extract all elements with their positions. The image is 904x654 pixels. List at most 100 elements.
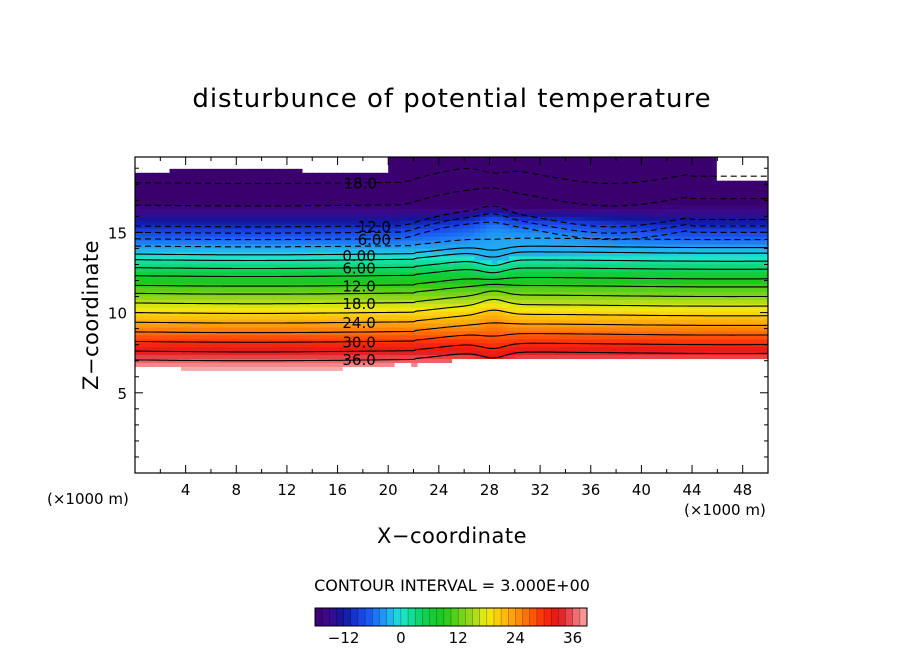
field-cell (158, 196, 165, 202)
field-cell (698, 283, 706, 288)
field-cell (520, 318, 527, 324)
field-cell (290, 232, 297, 237)
field-cell (566, 338, 573, 344)
field-cell (635, 318, 642, 324)
field-cell (267, 287, 274, 292)
field-cell (635, 346, 642, 352)
field-cell (296, 204, 303, 209)
field-cell (589, 279, 596, 284)
field-cell (595, 279, 602, 284)
field-cell (273, 216, 280, 221)
field-cell (215, 216, 222, 221)
field-cell (509, 192, 516, 198)
field-cell (342, 188, 349, 194)
field-cell (641, 243, 648, 249)
field-cell (555, 228, 562, 233)
field-cell (445, 188, 453, 194)
field-cell (658, 232, 666, 237)
field-cell (601, 307, 608, 312)
field-cell (497, 157, 504, 162)
field-cell (278, 354, 286, 360)
field-cell (503, 326, 510, 332)
field-cell (181, 200, 188, 205)
field-cell (468, 204, 476, 209)
field-cell (267, 204, 274, 209)
field-cell (296, 366, 303, 371)
field-cell (589, 299, 596, 304)
field-cell (353, 322, 361, 328)
field-cell (255, 275, 263, 281)
field-cell (204, 255, 211, 261)
field-cell (353, 330, 361, 336)
field-cell (307, 200, 314, 205)
field-cell (261, 318, 268, 324)
field-cell (353, 228, 361, 233)
field-cell (238, 176, 245, 182)
field-cell (675, 212, 683, 217)
field-cell (428, 212, 435, 217)
field-cell (250, 334, 257, 340)
field-cell (227, 366, 234, 371)
field-cell (509, 208, 516, 213)
field-cell (601, 338, 608, 344)
field-cell (388, 157, 395, 162)
field-cell (549, 160, 556, 166)
field-cell (393, 299, 401, 304)
field-cell (232, 216, 240, 221)
field-cell (336, 275, 343, 281)
field-cell (221, 224, 228, 229)
field-cell (681, 192, 689, 198)
field-cell (238, 366, 245, 371)
field-cell (537, 157, 545, 162)
field-cell (411, 326, 418, 332)
field-cell (572, 220, 579, 225)
field-cell (273, 318, 280, 324)
field-cell (698, 315, 706, 320)
field-cell (468, 164, 476, 170)
field-cell (163, 212, 171, 217)
field-cell (192, 303, 199, 308)
field-cell (652, 196, 660, 202)
field-cell (428, 160, 435, 166)
field-cell (140, 354, 148, 360)
field-cell (261, 338, 268, 344)
field-cell (486, 172, 493, 178)
field-cell (652, 176, 660, 182)
field-cell (526, 307, 533, 312)
field-cell (250, 279, 257, 284)
field-cell (503, 346, 510, 352)
field-cell (382, 295, 389, 300)
field-cell (342, 295, 349, 300)
field-cell (284, 259, 291, 265)
field-cell (267, 362, 274, 367)
field-cell (209, 184, 217, 190)
field-cell (451, 239, 458, 245)
field-cell (566, 255, 573, 261)
field-cell (635, 200, 642, 205)
field-cell (163, 338, 171, 344)
field-cell (232, 255, 240, 261)
field-cell (221, 172, 228, 178)
field-cell (578, 200, 585, 205)
field-cell (618, 259, 625, 265)
field-cell (486, 243, 493, 249)
field-cell (422, 322, 430, 328)
field-cell (158, 271, 165, 277)
field-cell (370, 358, 378, 363)
field-cell (273, 184, 280, 190)
field-cell (549, 291, 556, 296)
field-cell (664, 204, 671, 209)
field-cell (681, 271, 689, 277)
field-cell (618, 326, 625, 332)
field-cell (555, 318, 562, 324)
field-cell (434, 275, 441, 281)
field-cell (227, 188, 234, 194)
field-cell (158, 200, 165, 205)
field-cell (186, 279, 194, 284)
field-cell (319, 208, 326, 213)
field-cell (566, 220, 573, 225)
field-cell (422, 311, 430, 316)
field-cell (267, 200, 274, 205)
field-cell (399, 228, 407, 233)
field-cell (204, 338, 211, 344)
